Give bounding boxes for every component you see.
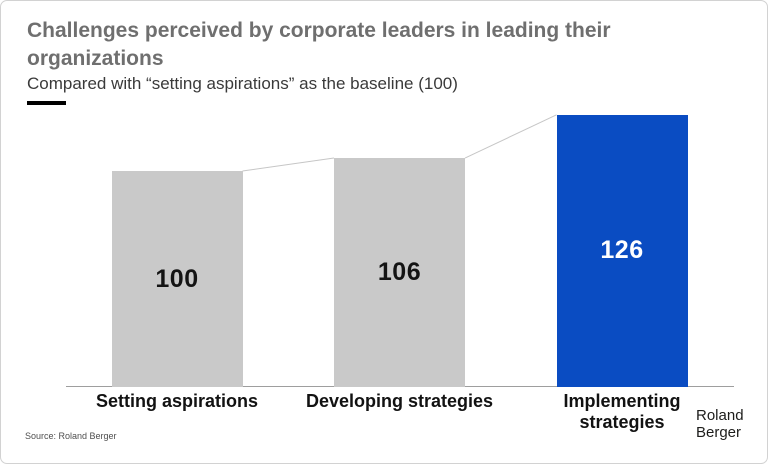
bar: 100: [111, 171, 243, 387]
roland-berger-logo: Roland Berger: [696, 407, 744, 441]
x-axis-category-label: Implementing strategies: [563, 391, 681, 432]
bar: 126: [556, 114, 688, 387]
chart-subtitle: Compared with “setting aspirations” as t…: [27, 74, 458, 93]
logo-line-2: Berger: [696, 424, 742, 441]
chart-title: Challenges perceived by corporate leader…: [27, 19, 611, 70]
x-axis-category-label: Developing strategies: [305, 391, 494, 411]
bar-value-label: 106: [377, 258, 422, 286]
source-note: Source: Roland Berger: [25, 431, 117, 441]
title-underline-dash: [27, 101, 66, 105]
x-axis-category-label: Setting aspirations: [95, 391, 259, 411]
logo-line-1: Roland: [696, 407, 744, 424]
bar-value-label: 126: [600, 236, 644, 265]
bar-value-label: 100: [155, 264, 199, 293]
bar: 106: [334, 158, 465, 387]
